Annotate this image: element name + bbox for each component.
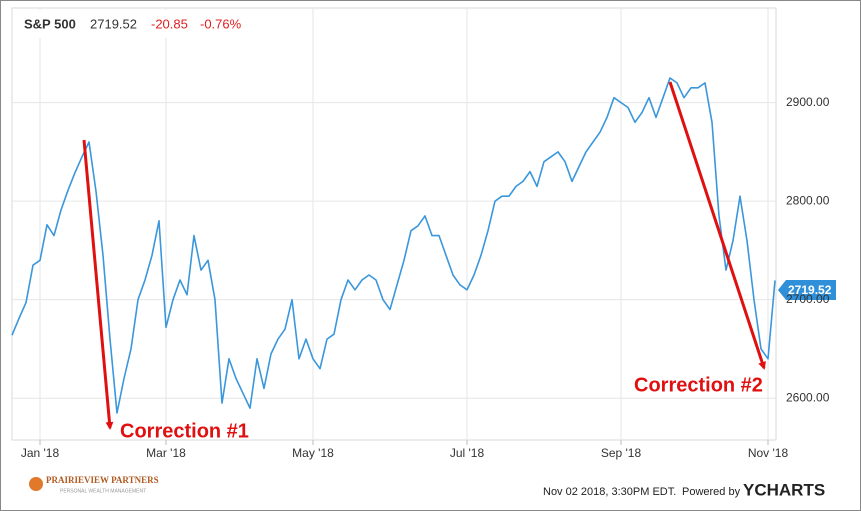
change: -20.85: [151, 16, 188, 31]
timestamp: Nov 02 2018, 3:30PM EDT.: [543, 486, 676, 498]
y-tick-label: 2900.00: [786, 95, 830, 109]
grid: [12, 8, 776, 440]
header-box: [16, 10, 256, 38]
y-tick-label: 2700.00: [786, 292, 830, 306]
arrow: [668, 81, 766, 370]
y-tick-label: 2800.00: [786, 193, 830, 207]
x-tick-label: Jan '18: [21, 446, 60, 460]
x-tick-label: Mar '18: [146, 446, 186, 460]
logo-tagline: PERSONAL WEALTH MANAGEMENT: [60, 488, 146, 494]
logo: PRAIRIEVIEW PARTNERS: [46, 475, 159, 485]
arrow: [82, 139, 114, 430]
annotation: Correction #1: [120, 420, 249, 442]
plot-area: [11, 7, 777, 441]
logo-icon: [29, 477, 43, 491]
title: S&P 500: [24, 16, 76, 31]
plot: [11, 77, 776, 414]
change-pct: -0.76%: [200, 16, 242, 31]
x-tick-label: Nov '18: [748, 446, 789, 460]
x-tick-label: Jul '18: [450, 446, 485, 460]
last-value: 2719.52: [788, 283, 832, 297]
annotation: Correction #2: [634, 374, 763, 396]
price: 2719.52: [90, 16, 137, 31]
brand: YCHARTS: [743, 480, 825, 499]
y-tick-label: 2600.00: [786, 390, 830, 404]
x-tick-label: Sep '18: [601, 446, 642, 460]
price-line: [11, 77, 776, 414]
last-value-tag: 2719.52: [778, 280, 836, 300]
powered-by: Powered by: [682, 486, 741, 498]
x-tick-label: May '18: [292, 446, 334, 460]
